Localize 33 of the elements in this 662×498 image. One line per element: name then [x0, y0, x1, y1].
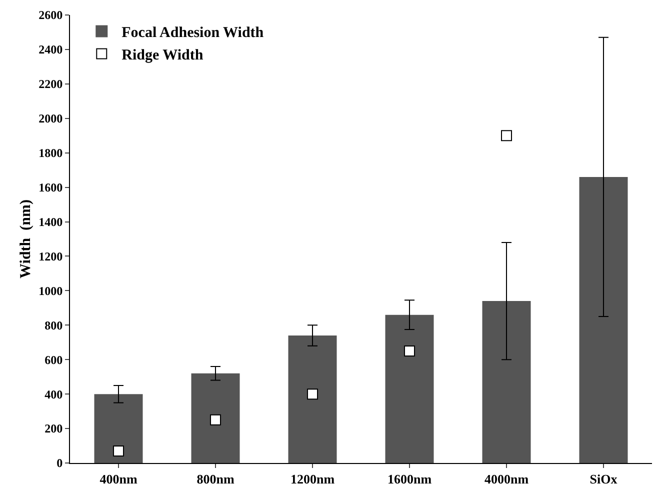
point [307, 388, 318, 400]
y-tick-label: 2200 [38, 77, 63, 92]
x-tick-label: 4000nm [484, 472, 529, 487]
y-tick-label: 1200 [38, 249, 63, 264]
x-tick-label: SiOx [590, 472, 618, 487]
y-axis-title: Width (nm) [18, 200, 34, 278]
y-tick-label: 2400 [38, 42, 63, 57]
bar [94, 394, 143, 463]
y-tick-label: 1400 [38, 214, 63, 229]
y-tick-label: 2000 [38, 112, 63, 126]
point [113, 445, 124, 456]
y-tick-label: 2600 [38, 8, 63, 22]
y-tick-label: 800 [44, 318, 63, 332]
point [404, 346, 415, 356]
x-tick-label: 400nm [100, 472, 138, 487]
x-tick-label: 800nm [196, 472, 234, 487]
bar [191, 373, 240, 463]
point [210, 414, 221, 426]
x-tick-label: 1200nm [290, 472, 335, 487]
bar [482, 301, 531, 463]
bar [579, 176, 628, 463]
legend-label: Ridge Width [122, 48, 204, 64]
y-tick-label: 1800 [38, 146, 63, 160]
y-tick-label: 1600 [38, 180, 63, 195]
y-tick-label: 400 [44, 387, 63, 402]
bar [385, 314, 434, 463]
x-tick-label: 1600nm [387, 472, 432, 487]
legend-label: Focal Adhesion Width [122, 25, 264, 42]
bar [288, 335, 337, 463]
y-tick-label: 0 [56, 456, 63, 470]
y-tick-label: 600 [44, 352, 63, 367]
y-tick-label: 1000 [38, 284, 63, 298]
y-tick-label: 200 [44, 422, 63, 436]
